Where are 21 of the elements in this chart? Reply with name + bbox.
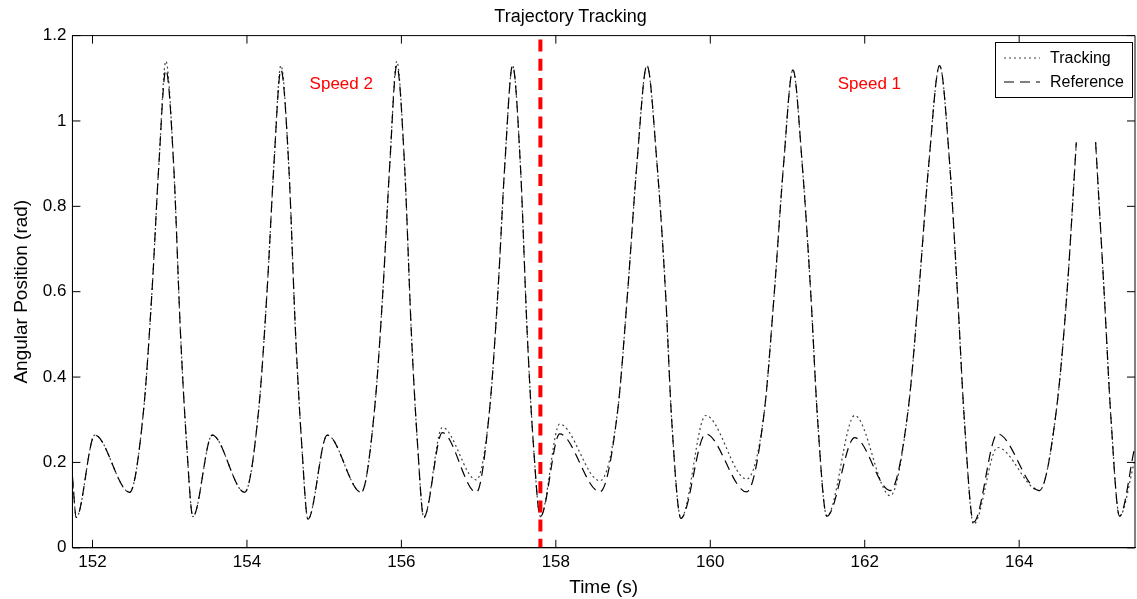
y-tick-label: 0 [56, 537, 67, 557]
y-axis-title: Angular Position (rad) [9, 199, 31, 384]
annotation: Speed 1 [837, 73, 902, 93]
y-tick-label: 0.4 [42, 366, 67, 386]
x-tick-label: 160 [696, 551, 725, 571]
y-tick-label: 1 [56, 110, 67, 130]
x-tick-label: 164 [1004, 551, 1034, 571]
y-tick-label: 0.6 [42, 281, 67, 301]
annotation: Speed 2 [309, 73, 373, 93]
legend-label: Tracking [1050, 47, 1111, 68]
x-tick-label: 154 [232, 551, 262, 571]
x-tick-label: 156 [387, 551, 416, 571]
y-tick-label: 0.2 [42, 452, 67, 472]
y-tick-label: 0.8 [42, 196, 67, 216]
x-tick-label: 158 [541, 551, 571, 571]
y-tick-label: 1.2 [42, 25, 67, 45]
chart-title: Trajectory Tracking [494, 5, 647, 26]
x-tick-label: 152 [78, 551, 107, 571]
x-tick-label: 162 [850, 551, 879, 571]
x-axis-title: Time (s) [569, 575, 639, 597]
legend-label: Reference [1050, 71, 1124, 92]
